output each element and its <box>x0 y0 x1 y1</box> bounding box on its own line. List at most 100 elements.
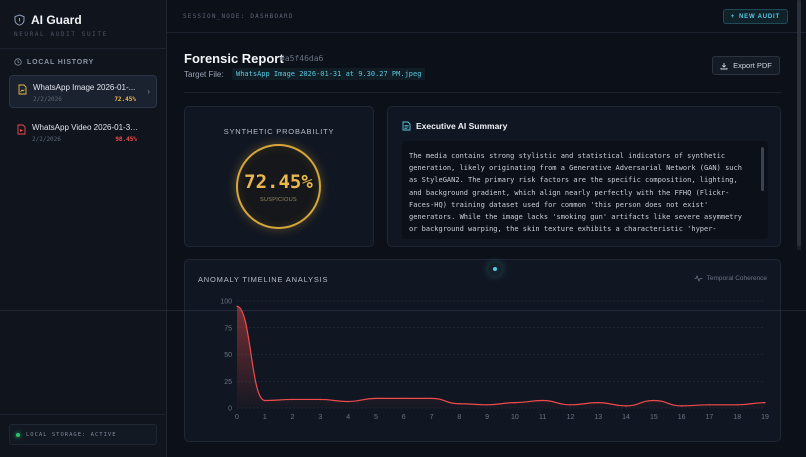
data-point <box>486 403 488 406</box>
x-tick-label: 19 <box>761 414 769 421</box>
y-tick-label: 75 <box>224 325 232 332</box>
x-tick-label: 3 <box>318 414 322 421</box>
video-file-icon <box>17 124 26 135</box>
history-item-video[interactable]: WhatsApp Video 2026-01-31 at ... 2/2/202… <box>9 116 157 149</box>
data-point <box>653 399 655 402</box>
app-title: AI Guard <box>31 13 82 27</box>
data-point <box>458 402 461 405</box>
topbar: SESSION_NODE: DASHBOARD + NEW AUDIT <box>167 0 806 33</box>
series-area <box>237 306 765 408</box>
report-hash: #a5f46da6 <box>280 54 324 63</box>
timeline-title: ANOMALY TIMELINE ANALYSIS <box>198 275 329 284</box>
x-tick-label: 14 <box>622 414 630 421</box>
data-point <box>430 397 433 400</box>
export-pdf-label: Export PDF <box>733 61 772 70</box>
target-file-label: Target File: <box>184 70 224 79</box>
summary-heading-label: Executive AI Summary <box>416 121 508 131</box>
y-tick-label: 100 <box>220 299 232 306</box>
x-tick-label: 10 <box>511 414 519 421</box>
app-subtitle: NEURAL AUDIT SUITE <box>14 31 108 38</box>
x-tick-label: 9 <box>485 414 489 421</box>
new-audit-button[interactable]: + NEW AUDIT <box>722 9 788 24</box>
divider <box>184 92 781 93</box>
x-tick-label: 4 <box>346 414 350 421</box>
history-heading: LOCAL HISTORY <box>14 58 94 66</box>
x-tick-label: 18 <box>733 414 741 421</box>
x-tick-label: 16 <box>678 414 686 421</box>
probability-gauge: 72.45% SUSPICIOUS <box>236 144 321 229</box>
data-point <box>597 401 600 404</box>
data-point <box>569 403 572 406</box>
data-point <box>347 400 349 403</box>
data-point <box>319 398 322 401</box>
probability-label: SYNTHETIC PROBABILITY <box>223 127 335 136</box>
probability-value: 72.45% <box>244 171 313 193</box>
y-tick-label: 50 <box>224 352 232 359</box>
activity-icon <box>694 275 703 282</box>
x-tick-label: 0 <box>235 414 239 421</box>
data-point <box>680 405 683 407</box>
chevron-right-icon: › <box>147 87 150 96</box>
data-point <box>375 397 377 400</box>
history-item-score: 72.45% <box>114 96 136 103</box>
probability-card: SYNTHETIC PROBABILITY 72.45% SUSPICIOUS <box>184 106 374 247</box>
data-point <box>541 399 544 402</box>
target-file-name: WhatsApp Image 2026-01-31 at 9.30.27 PM.… <box>232 68 426 80</box>
summary-heading: Executive AI Summary <box>402 121 507 131</box>
storage-status-label: LOCAL STORAGE: ACTIVE <box>26 431 117 438</box>
page-scrollbar-thumb[interactable] <box>797 0 801 246</box>
series-line <box>236 305 766 407</box>
x-tick-label: 6 <box>402 414 406 421</box>
y-tick-label: 25 <box>224 379 232 386</box>
x-tick-label: 15 <box>650 414 658 421</box>
history-item-name: WhatsApp Image 2026-01-... <box>33 83 136 92</box>
export-pdf-button[interactable]: Export PDF <box>712 56 780 75</box>
sidebar: AI Guard NEURAL AUDIT SUITE LOCAL HISTOR… <box>0 0 167 457</box>
x-tick-label: 1 <box>263 414 267 421</box>
temporal-coherence-label: Temporal Coherence <box>694 275 767 282</box>
x-tick-label: 17 <box>706 414 714 421</box>
data-point <box>402 397 405 400</box>
history-item-date: 2/2/2026 <box>32 136 61 143</box>
session-label: SESSION_NODE: DASHBOARD <box>183 13 294 20</box>
data-point <box>236 305 238 308</box>
temporal-coherence-text: Temporal Coherence <box>706 275 767 282</box>
summary-scrollbar[interactable] <box>761 147 764 191</box>
x-tick-label: 12 <box>567 414 575 421</box>
status-dot-icon <box>16 432 20 437</box>
shield-icon <box>14 14 25 26</box>
summary-card: Executive AI Summary The media contains … <box>387 106 781 247</box>
data-point <box>625 405 627 407</box>
divider <box>0 414 166 415</box>
history-item-score: 98.45% <box>115 136 137 143</box>
data-point <box>291 398 294 401</box>
x-tick-label: 13 <box>594 414 602 421</box>
divider <box>0 48 166 49</box>
x-tick-label: 8 <box>457 414 461 421</box>
probability-status: SUSPICIOUS <box>260 197 297 203</box>
history-item-image[interactable]: WhatsApp Image 2026-01-... 2/2/2026 72.4… <box>9 75 157 108</box>
page-title: Forensic Report <box>184 51 284 66</box>
summary-scroll-area[interactable]: The media contains strong stylistic and … <box>402 141 768 239</box>
data-point <box>263 399 266 402</box>
history-heading-label: LOCAL HISTORY <box>27 58 95 66</box>
x-tick-label: 11 <box>539 414 546 421</box>
summary-text: The media contains strong stylistic and … <box>409 152 742 234</box>
y-tick-label: 0 <box>228 406 232 413</box>
image-file-icon <box>18 84 27 95</box>
document-icon <box>402 121 411 131</box>
data-point <box>514 401 516 404</box>
timeline-card: ANOMALY TIMELINE ANALYSIS Temporal Coher… <box>184 259 781 442</box>
new-audit-label: NEW AUDIT <box>739 13 780 20</box>
history-item-name: WhatsApp Video 2026-01-31 at ... <box>32 123 142 132</box>
loading-indicator-icon <box>488 262 502 276</box>
plus-icon: + <box>730 13 736 20</box>
storage-status: LOCAL STORAGE: ACTIVE <box>9 424 157 445</box>
x-tick-label: 5 <box>374 414 378 421</box>
x-tick-label: 2 <box>291 414 295 421</box>
overlay-line <box>0 310 806 311</box>
data-point <box>764 401 766 404</box>
x-tick-label: 7 <box>430 414 434 421</box>
download-icon <box>720 62 728 69</box>
